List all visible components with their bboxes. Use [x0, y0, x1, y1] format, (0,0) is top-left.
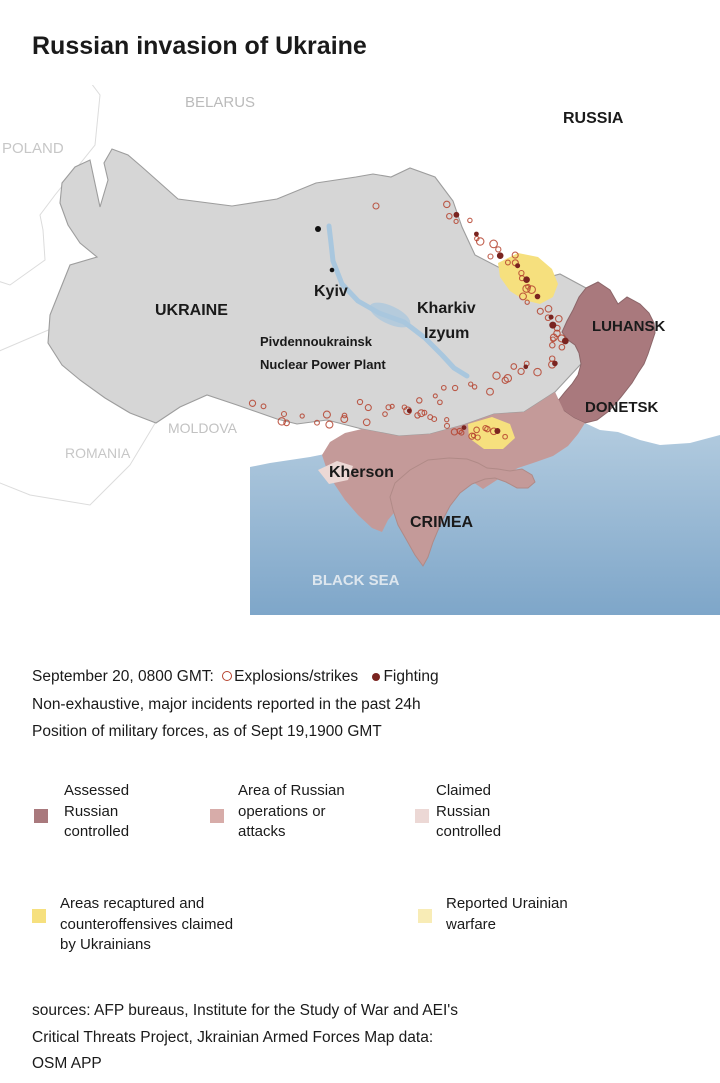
svg-text:Kherson: Kherson — [329, 464, 394, 481]
svg-text:CRIMEA: CRIMEA — [410, 514, 474, 531]
svg-text:POLAND: POLAND — [2, 140, 64, 157]
svg-text:DONETSK: DONETSK — [585, 399, 659, 416]
svg-text:BLACK SEA: BLACK SEA — [312, 572, 400, 589]
svg-text:Izyum: Izyum — [424, 325, 469, 342]
svg-text:BELARUS: BELARUS — [185, 94, 255, 111]
svg-text:RUSSIA: RUSSIA — [563, 110, 624, 127]
svg-text:Nuclear Power Plant: Nuclear Power Plant — [260, 357, 386, 372]
svg-text:LUHANSK: LUHANSK — [592, 318, 665, 335]
svg-text:UKRAINE: UKRAINE — [155, 302, 228, 319]
svg-text:ROMANIA: ROMANIA — [65, 445, 131, 461]
svg-text:Pivdennoukrainsk: Pivdennoukrainsk — [260, 334, 373, 349]
svg-text:Kharkiv: Kharkiv — [417, 300, 476, 317]
svg-text:Kyiv: Kyiv — [314, 283, 348, 300]
svg-text:MOLDOVA: MOLDOVA — [168, 420, 238, 436]
